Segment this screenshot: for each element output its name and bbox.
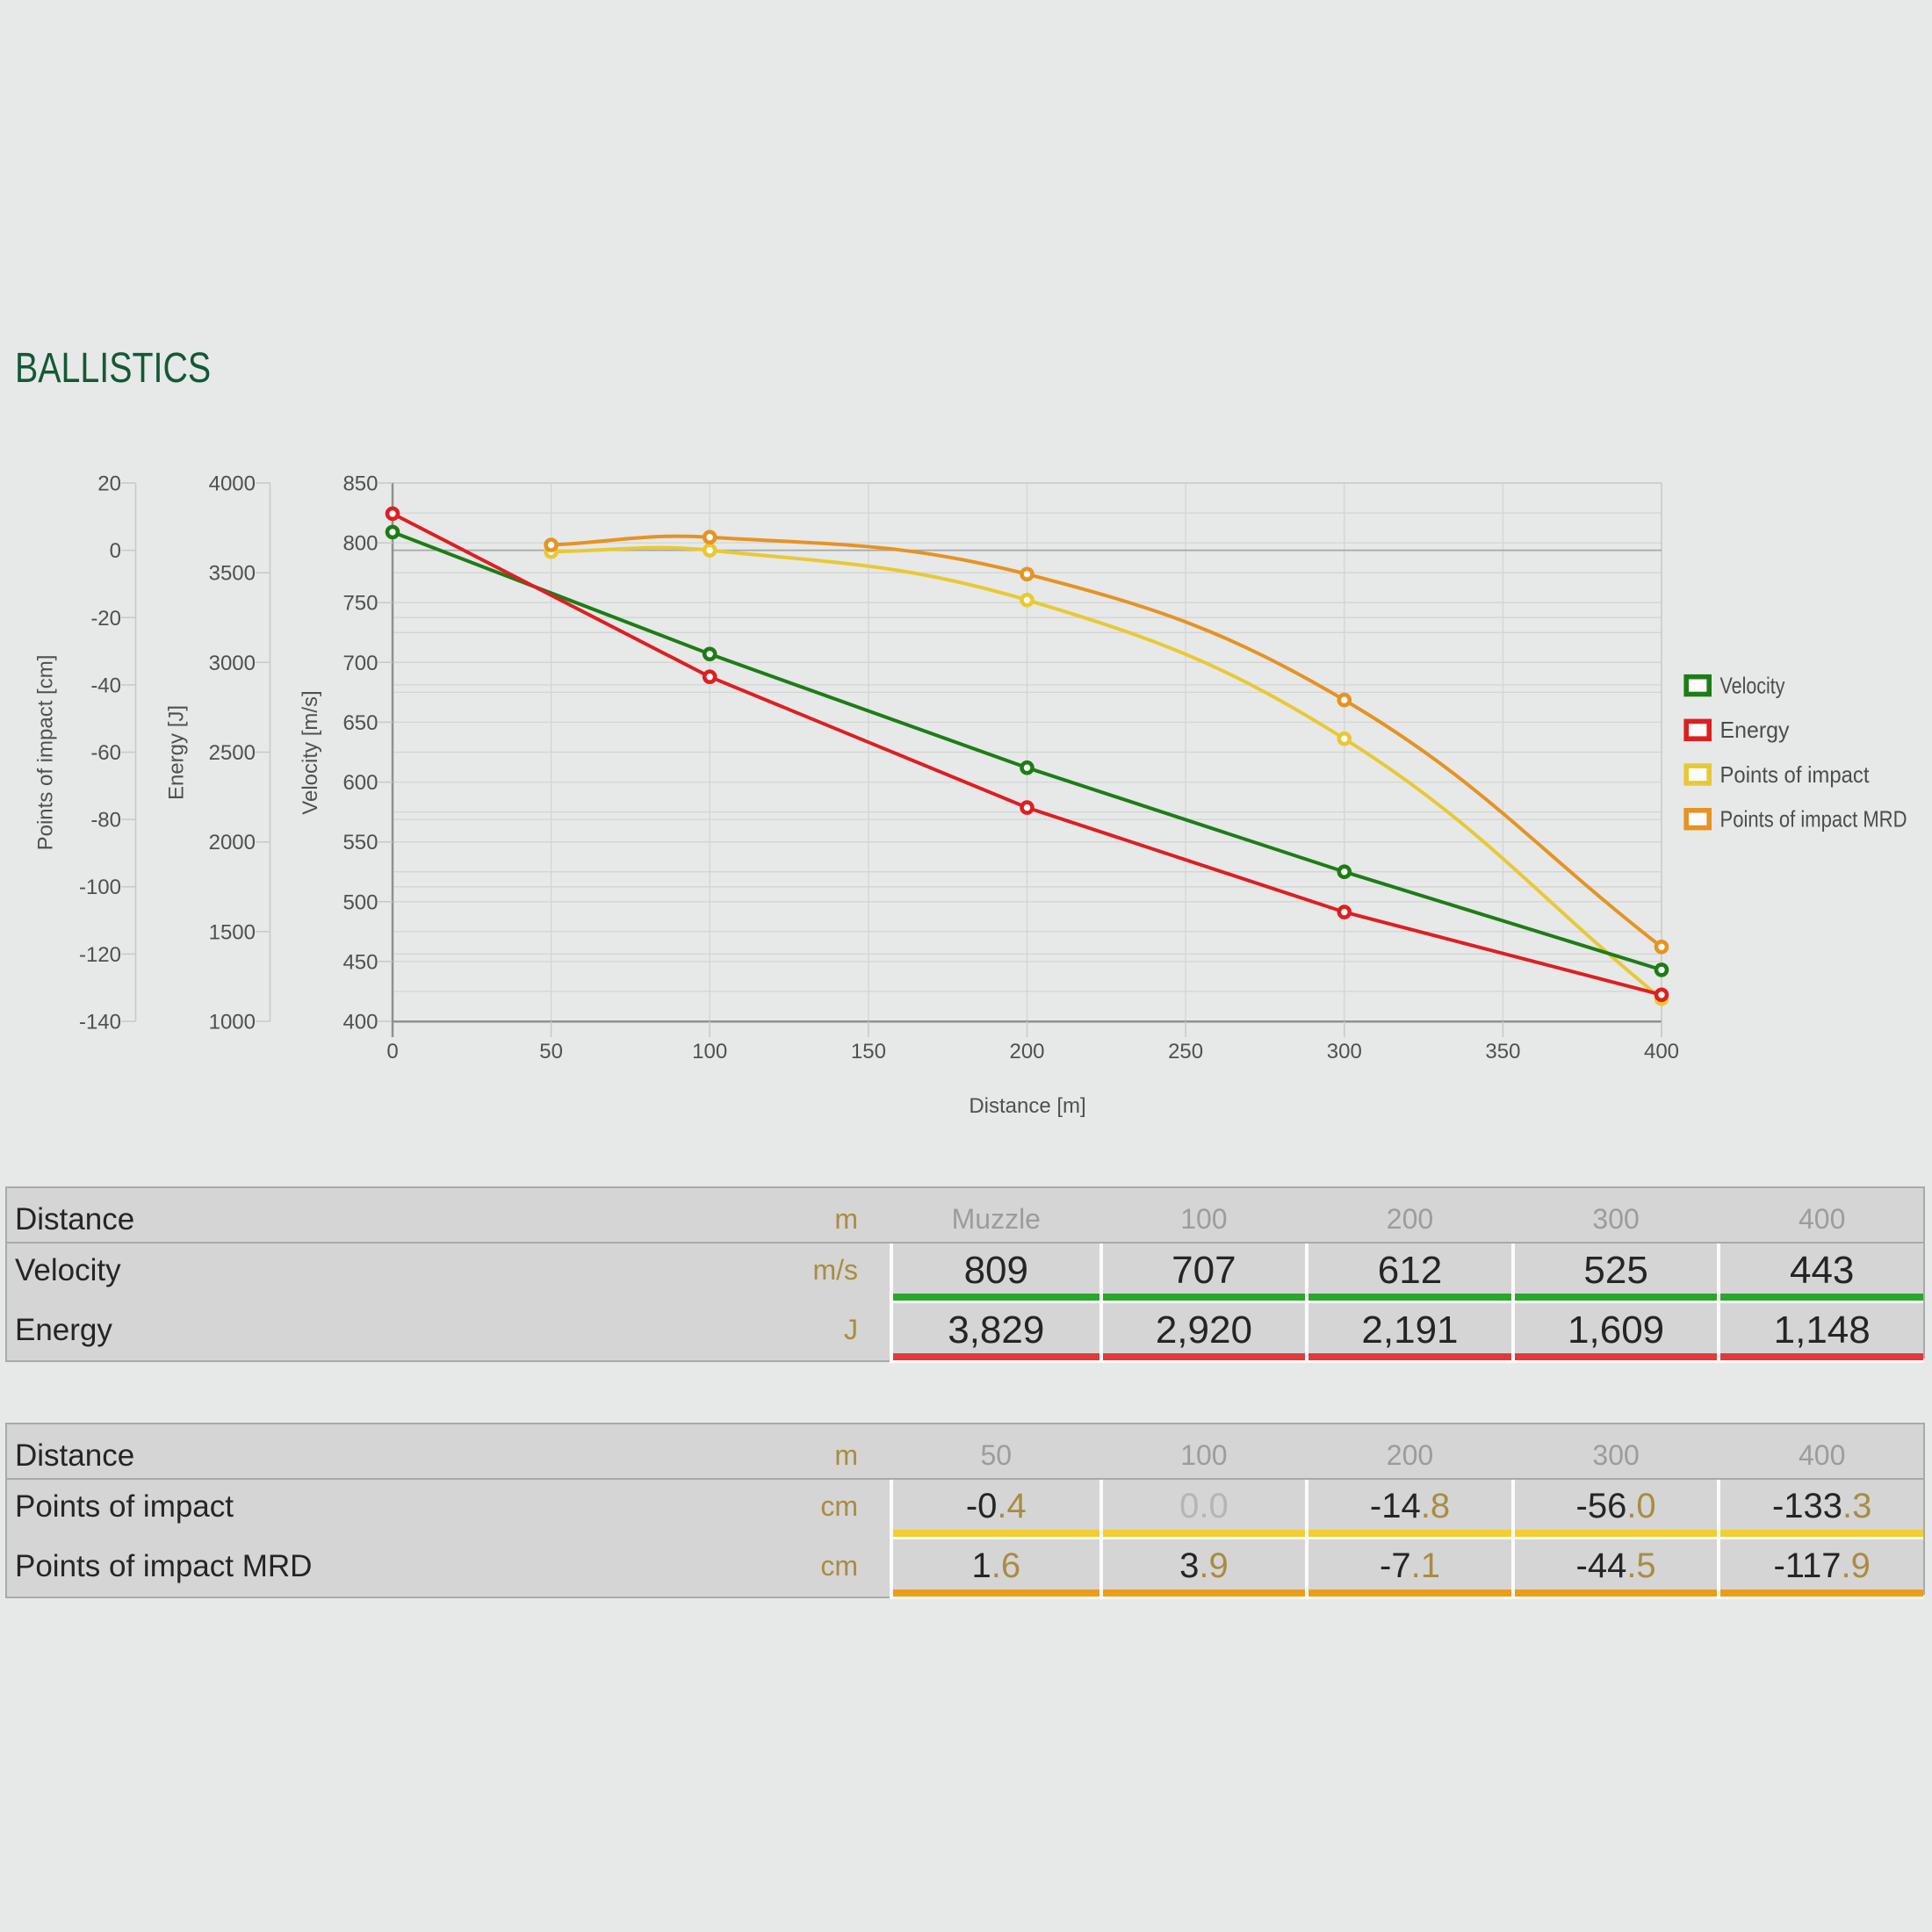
svg-text:550: 550	[342, 831, 378, 854]
svg-text:-100: -100	[79, 876, 121, 899]
svg-text:650: 650	[342, 711, 378, 735]
svg-text:3000: 3000	[209, 652, 256, 675]
svg-text:250: 250	[1168, 1040, 1203, 1063]
svg-text:Points of impact: Points of impact	[1720, 761, 1871, 788]
svg-text:0: 0	[110, 539, 121, 563]
svg-text:-20: -20	[90, 607, 121, 631]
svg-text:Points of impact [cm]: Points of impact [cm]	[34, 655, 58, 851]
svg-text:300: 300	[1327, 1040, 1362, 1063]
svg-text:500: 500	[342, 890, 378, 914]
svg-text:0: 0	[386, 1040, 398, 1063]
svg-text:-60: -60	[90, 741, 121, 765]
svg-text:3500: 3500	[209, 562, 256, 586]
svg-text:200: 200	[1009, 1040, 1044, 1063]
svg-text:150: 150	[851, 1040, 886, 1063]
svg-text:Energy: Energy	[1720, 717, 1790, 743]
svg-text:Distance [m]: Distance [m]	[969, 1094, 1085, 1118]
svg-text:Points of impact MRD: Points of impact MRD	[1720, 806, 1907, 833]
svg-text:100: 100	[692, 1040, 727, 1063]
svg-text:2500: 2500	[209, 741, 256, 765]
svg-text:4000: 4000	[209, 472, 256, 496]
svg-text:2000: 2000	[209, 831, 256, 854]
svg-text:450: 450	[342, 950, 378, 974]
svg-text:1500: 1500	[209, 920, 256, 944]
svg-text:800: 800	[342, 532, 378, 556]
svg-text:400: 400	[1644, 1040, 1679, 1063]
svg-text:Energy [J]: Energy [J]	[165, 705, 189, 800]
svg-text:20: 20	[97, 472, 121, 496]
svg-text:50: 50	[539, 1040, 563, 1063]
svg-text:400: 400	[342, 1011, 378, 1034]
svg-text:700: 700	[342, 652, 378, 675]
svg-text:-120: -120	[79, 943, 121, 967]
svg-text:850: 850	[342, 472, 378, 496]
svg-text:-80: -80	[90, 809, 121, 833]
svg-text:600: 600	[342, 771, 378, 795]
svg-text:Velocity: Velocity	[1720, 672, 1785, 698]
svg-text:350: 350	[1485, 1040, 1520, 1063]
svg-text:-40: -40	[90, 674, 121, 697]
svg-text:750: 750	[342, 592, 378, 616]
svg-text:-140: -140	[79, 1011, 121, 1034]
svg-text:Velocity [m/s]: Velocity [m/s]	[299, 690, 322, 814]
svg-text:1000: 1000	[209, 1011, 256, 1034]
